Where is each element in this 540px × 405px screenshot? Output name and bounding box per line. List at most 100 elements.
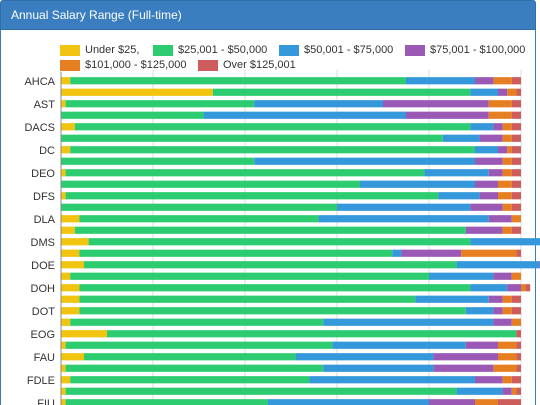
bar-segment[interactable] [295, 353, 434, 361]
bar-segment[interactable] [309, 376, 475, 384]
bar-segment[interactable] [511, 157, 521, 165]
bar-segment[interactable] [511, 100, 521, 108]
bar-segment[interactable] [475, 146, 498, 154]
bar-segment[interactable] [79, 295, 416, 303]
bar-segment[interactable] [498, 146, 508, 154]
bar-segment[interactable] [507, 88, 517, 96]
bar-segment[interactable] [511, 376, 521, 384]
bar-segment[interactable] [493, 318, 512, 326]
bar-segment[interactable] [511, 180, 521, 188]
bar-segment[interactable] [516, 353, 521, 361]
bar-segment[interactable] [493, 364, 517, 372]
bar-segment[interactable] [337, 203, 471, 211]
bar-segment[interactable] [61, 330, 107, 338]
bar-segment[interactable] [61, 387, 66, 395]
bar-segment[interactable] [70, 77, 406, 85]
bar-segment[interactable] [70, 376, 310, 384]
bar-segment[interactable] [511, 215, 521, 223]
bar-segment[interactable] [415, 295, 489, 303]
bar-segment[interactable] [61, 261, 84, 269]
bar-segment[interactable] [488, 215, 512, 223]
bar-segment[interactable] [74, 226, 466, 234]
bar-segment[interactable] [511, 123, 521, 131]
bar-segment[interactable] [429, 399, 475, 405]
bar-segment[interactable] [479, 134, 503, 142]
bar-segment[interactable] [438, 192, 480, 200]
bar-segment[interactable] [61, 249, 80, 257]
bar-segment[interactable] [498, 180, 512, 188]
bar-segment[interactable] [392, 249, 402, 257]
bar-segment[interactable] [61, 284, 80, 292]
bar-segment[interactable] [61, 307, 80, 315]
bar-segment[interactable] [511, 146, 521, 154]
bar-segment[interactable] [465, 307, 494, 315]
bar-segment[interactable] [107, 330, 517, 338]
bar-segment[interactable] [433, 353, 498, 361]
bar-segment[interactable] [502, 169, 512, 177]
bar-segment[interactable] [511, 307, 521, 315]
bar-segment[interactable] [79, 307, 466, 315]
bar-segment[interactable] [488, 295, 503, 303]
bar-segment[interactable] [65, 399, 268, 405]
bar-segment[interactable] [475, 180, 498, 188]
bar-segment[interactable] [511, 295, 521, 303]
bar-segment[interactable] [511, 318, 521, 326]
bar-segment[interactable] [525, 284, 531, 292]
bar-segment[interactable] [502, 295, 512, 303]
bar-segment[interactable] [360, 180, 475, 188]
bar-segment[interactable] [511, 272, 521, 280]
bar-segment[interactable] [61, 157, 255, 165]
bar-segment[interactable] [507, 284, 521, 292]
bar-segment[interactable] [61, 88, 213, 96]
bar-segment[interactable] [61, 399, 66, 405]
bar-segment[interactable] [502, 134, 512, 142]
bar-segment[interactable] [65, 364, 324, 372]
bar-segment[interactable] [470, 238, 540, 246]
bar-segment[interactable] [502, 387, 512, 395]
bar-segment[interactable] [511, 226, 521, 234]
bar-segment[interactable] [511, 169, 521, 177]
bar-segment[interactable] [470, 284, 508, 292]
bar-segment[interactable] [61, 295, 80, 303]
bar-segment[interactable] [493, 77, 512, 85]
bar-segment[interactable] [516, 341, 521, 349]
bar-segment[interactable] [70, 146, 475, 154]
bar-segment[interactable] [70, 318, 324, 326]
bar-segment[interactable] [521, 284, 526, 292]
bar-segment[interactable] [470, 88, 498, 96]
bar-segment[interactable] [61, 238, 89, 246]
bar-segment[interactable] [516, 364, 521, 372]
bar-segment[interactable] [65, 169, 425, 177]
bar-segment[interactable] [475, 77, 494, 85]
bar-segment[interactable] [406, 111, 489, 119]
bar-segment[interactable] [61, 364, 66, 372]
bar-segment[interactable] [61, 77, 71, 85]
bar-segment[interactable] [254, 157, 475, 165]
bar-segment[interactable] [493, 272, 512, 280]
bar-segment[interactable] [516, 249, 521, 257]
bar-segment[interactable] [511, 111, 521, 119]
bar-segment[interactable] [470, 203, 503, 211]
bar-segment[interactable] [61, 146, 71, 154]
bar-segment[interactable] [79, 284, 471, 292]
bar-segment[interactable] [61, 169, 66, 177]
bar-segment[interactable] [470, 123, 494, 131]
bar-segment[interactable] [70, 272, 429, 280]
bar-segment[interactable] [479, 192, 498, 200]
bar-segment[interactable] [433, 364, 494, 372]
bar-segment[interactable] [61, 203, 337, 211]
bar-segment[interactable] [502, 157, 512, 165]
bar-segment[interactable] [424, 169, 489, 177]
bar-segment[interactable] [465, 341, 498, 349]
bar-segment[interactable] [61, 226, 75, 234]
bar-segment[interactable] [79, 249, 393, 257]
bar-segment[interactable] [61, 376, 71, 384]
bar-segment[interactable] [61, 192, 66, 200]
bar-segment[interactable] [502, 123, 512, 131]
bar-segment[interactable] [79, 215, 319, 223]
bar-segment[interactable] [475, 399, 498, 405]
bar-segment[interactable] [488, 111, 512, 119]
bar-segment[interactable] [429, 272, 494, 280]
bar-segment[interactable] [498, 192, 512, 200]
bar-segment[interactable] [268, 399, 429, 405]
